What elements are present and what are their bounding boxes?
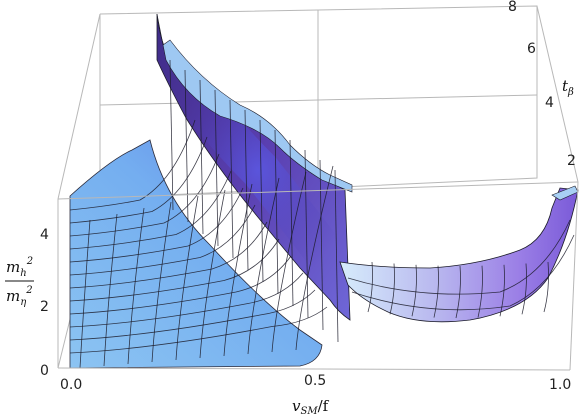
mesh-line <box>455 265 461 319</box>
mesh-line <box>319 159 324 331</box>
mesh-line <box>229 99 234 259</box>
mesh-line <box>69 119 196 211</box>
mesh-line <box>69 204 256 276</box>
x-axis: 0.0 0.5 1.0 vSM/f <box>60 373 571 417</box>
z-axis: 4 2 0 mh2 mη2 <box>5 227 49 379</box>
mesh-line <box>151 201 172 363</box>
mesh-line <box>247 177 280 355</box>
svg-text:mη2: mη2 <box>6 285 33 308</box>
mesh-line <box>199 189 226 359</box>
plot-box-front <box>57 181 579 371</box>
mesh-line <box>477 265 483 318</box>
mesh-line <box>274 129 279 295</box>
mesh-line <box>199 79 204 235</box>
z-tick: 2 <box>40 299 49 315</box>
mesh-line <box>289 139 294 307</box>
mesh-line <box>69 136 208 224</box>
mesh-line <box>351 234 575 311</box>
z-tick: 4 <box>40 227 49 243</box>
mesh-line <box>521 263 527 315</box>
y-axis-label: tβ <box>562 77 574 98</box>
mesh-line <box>411 264 417 317</box>
mesh-line <box>367 261 373 313</box>
y-axis: 8 6 4 2 tβ <box>508 0 576 169</box>
mesh-lines <box>69 59 575 369</box>
mesh-line <box>175 195 199 361</box>
mesh-line <box>69 272 304 328</box>
mesh-line <box>69 255 292 315</box>
y-tick: 6 <box>527 41 536 57</box>
mesh-line <box>244 109 249 271</box>
x-tick: 0.5 <box>304 373 326 389</box>
y-tick: 4 <box>545 95 554 111</box>
mesh-line <box>347 219 571 295</box>
mesh-line <box>214 89 219 247</box>
surface-wall <box>153 13 353 321</box>
mesh-line <box>304 149 309 319</box>
mesh-line <box>543 261 549 313</box>
mesh-line <box>127 207 145 365</box>
z-axis-label: mh2 mη2 <box>5 256 34 308</box>
mesh-line <box>184 69 189 223</box>
mesh-line <box>79 219 91 369</box>
mesh-line <box>69 153 220 237</box>
mesh-line <box>334 169 339 343</box>
mesh-line <box>169 59 174 211</box>
mesh-line <box>69 289 316 341</box>
y-tick: 8 <box>508 0 517 15</box>
mesh-line <box>433 265 439 318</box>
z-tick: 0 <box>40 363 49 379</box>
svg-text:mh2: mh2 <box>6 256 33 279</box>
mesh-line <box>69 221 268 289</box>
x-tick: 1.0 <box>549 377 571 393</box>
x-tick: 0.0 <box>60 377 82 393</box>
x-axis-label: vSM/f <box>292 397 330 417</box>
mesh-line <box>103 213 118 367</box>
y-tick: 2 <box>567 153 576 169</box>
mesh-line <box>271 171 307 353</box>
mesh-line <box>69 306 328 354</box>
mesh-line <box>389 263 395 315</box>
mesh-line <box>259 119 264 283</box>
mesh-line <box>69 187 244 263</box>
